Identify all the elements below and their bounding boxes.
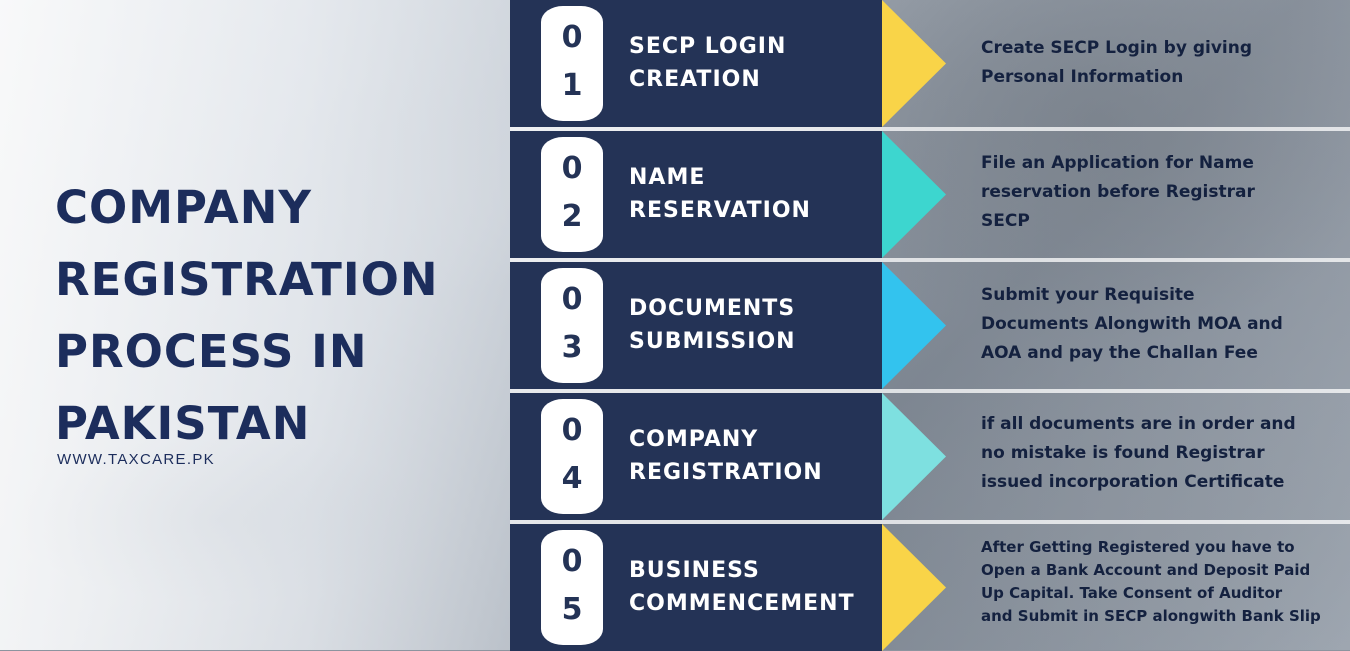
step-title-line: COMPANY bbox=[629, 427, 759, 452]
step-title: SECP LOGIN CREATION bbox=[629, 30, 879, 96]
step-digit: 0 bbox=[561, 282, 583, 317]
step-number-badge: 0 5 bbox=[541, 530, 603, 645]
divider bbox=[510, 520, 1350, 524]
step-digit: 2 bbox=[561, 199, 583, 234]
step-digit: 4 bbox=[561, 461, 583, 496]
step-5-arrow-icon bbox=[882, 524, 946, 651]
description-line: Open a Bank Account and Deposit Paid bbox=[981, 561, 1311, 579]
description-line: Personal Information bbox=[981, 67, 1184, 87]
description-line: SECP bbox=[981, 211, 1030, 231]
step-title-line: REGISTRATION bbox=[629, 460, 823, 485]
title-line: COMPANY bbox=[55, 181, 312, 234]
step-title-line: NAME bbox=[629, 165, 706, 190]
step-4-arrow-icon bbox=[882, 393, 946, 520]
step-title-line: DOCUMENTS bbox=[629, 296, 796, 321]
divider bbox=[510, 127, 1350, 131]
step-title-line: CREATION bbox=[629, 67, 761, 92]
step-number-badge: 0 1 bbox=[541, 6, 603, 121]
step-number-badge: 0 2 bbox=[541, 137, 603, 252]
description-line: if all documents are in order and bbox=[981, 414, 1296, 434]
description-line: issued incorporation Certificate bbox=[981, 472, 1285, 492]
divider bbox=[510, 258, 1350, 262]
step-title-line: RESERVATION bbox=[629, 198, 811, 223]
step-1-arrow-icon bbox=[882, 0, 946, 127]
step-title: NAME RESERVATION bbox=[629, 161, 879, 227]
step-digit: 0 bbox=[561, 151, 583, 186]
step-4-description: if all documents are in order and no mis… bbox=[981, 410, 1336, 497]
left-overlay bbox=[0, 0, 510, 650]
step-5-description: After Getting Registered you have to Ope… bbox=[981, 536, 1336, 628]
title-line: PAKISTAN bbox=[55, 397, 311, 450]
step-2-box: 0 2 NAME RESERVATION bbox=[510, 131, 882, 258]
description-line: After Getting Registered you have to bbox=[981, 538, 1295, 556]
description-line: no mistake is found Registrar bbox=[981, 443, 1265, 463]
main-title: COMPANY REGISTRATION PROCESS IN PAKISTAN bbox=[55, 172, 495, 460]
step-1-description: Create SECP Login by giving Personal Inf… bbox=[981, 34, 1336, 92]
step-3-arrow-icon bbox=[882, 262, 946, 389]
step-title-line: BUSINESS bbox=[629, 558, 760, 583]
title-line: REGISTRATION bbox=[55, 253, 439, 306]
description-line: Up Capital. Take Consent of Auditor bbox=[981, 584, 1283, 602]
step-number-badge: 0 4 bbox=[541, 399, 603, 514]
step-title-line: COMMENCEMENT bbox=[629, 591, 855, 616]
step-digit: 5 bbox=[561, 592, 583, 627]
description-line: and Submit in SECP alongwith Bank Slip bbox=[981, 607, 1321, 625]
description-line: Documents Alongwith MOA and bbox=[981, 314, 1283, 334]
right-overlay bbox=[882, 0, 1350, 650]
step-4-box: 0 4 COMPANY REGISTRATION bbox=[510, 393, 882, 520]
step-digit: 0 bbox=[561, 20, 583, 55]
title-line: PROCESS IN bbox=[55, 325, 368, 378]
step-2-description: File an Application for Name reservation… bbox=[981, 149, 1336, 236]
step-1-box: 0 1 SECP LOGIN CREATION bbox=[510, 0, 882, 127]
step-3-box: 0 3 DOCUMENTS SUBMISSION bbox=[510, 262, 882, 389]
step-title: BUSINESS COMMENCEMENT bbox=[629, 554, 879, 620]
step-number-badge: 0 3 bbox=[541, 268, 603, 383]
description-line: AOA and pay the Challan Fee bbox=[981, 343, 1258, 363]
divider bbox=[510, 389, 1350, 393]
description-line: reservation before Registrar bbox=[981, 182, 1255, 202]
step-digit: 0 bbox=[561, 413, 583, 448]
step-title: DOCUMENTS SUBMISSION bbox=[629, 292, 879, 358]
step-title-line: SECP LOGIN bbox=[629, 34, 787, 59]
step-2-arrow-icon bbox=[882, 131, 946, 258]
description-line: Create SECP Login by giving bbox=[981, 38, 1253, 58]
step-digit: 3 bbox=[561, 330, 583, 365]
step-title-line: SUBMISSION bbox=[629, 329, 796, 354]
step-5-box: 0 5 BUSINESS COMMENCEMENT bbox=[510, 524, 882, 651]
description-line: File an Application for Name bbox=[981, 153, 1254, 173]
step-digit: 1 bbox=[561, 68, 583, 103]
description-line: Submit your Requisite bbox=[981, 285, 1195, 305]
step-title: COMPANY REGISTRATION bbox=[629, 423, 879, 489]
step-digit: 0 bbox=[561, 544, 583, 579]
step-3-description: Submit your Requisite Documents Alongwit… bbox=[981, 281, 1336, 368]
website-url: WWW.TAXCARE.PK bbox=[57, 451, 215, 468]
